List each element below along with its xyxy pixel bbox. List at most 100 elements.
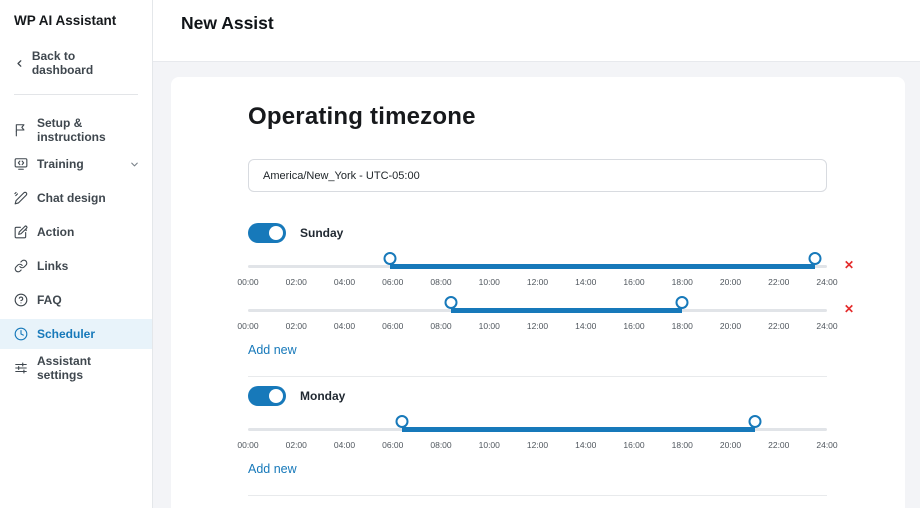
tick-label: 06:00 [382,277,404,287]
day-toggle[interactable] [248,223,286,243]
tick-label: 24:00 [816,321,838,331]
slider-handle-start[interactable] [383,252,397,265]
time-range-slider: ✕ 00:00 02:00 04:00 06:00 08:00 10:00 12:00 14:… [237,414,838,458]
section-heading: Operating timezone [248,103,476,130]
sidebar-item-label: Scheduler [37,327,96,341]
sidebar-item-label: Links [37,259,69,273]
flag-icon [15,124,25,137]
tick-label: 18:00 [671,440,693,450]
tick-label: 24:00 [816,440,838,450]
tick-label: 04:00 [333,277,356,287]
scheduler-card: Operating timezone Sunday ✕ 00:00 02:00 04… [171,77,905,508]
tick-label: 16:00 [623,277,645,287]
content-area: Operating timezone Sunday ✕ 00:00 02:00 04… [153,62,920,508]
tick-label: 14:00 [575,440,597,450]
tick-label: 12:00 [526,440,549,450]
time-range-slider: ✕ 00:00 02:00 04:00 06:00 08:00 10:00 12:00 14:… [237,295,854,339]
slider-track[interactable]: ✕ [248,251,854,272]
monitor-icon [14,158,28,170]
slider-ticks: 00:00 02:00 04:00 06:00 08:00 10:00 12:00 14:00… [237,434,837,454]
toggle-knob [269,226,283,240]
timezone-input[interactable] [248,159,827,192]
tick-label: 06:00 [382,321,404,331]
slider-handle-start[interactable] [395,415,409,428]
sidebar: WP AI Assistant Back to dashboard Setup … [0,0,153,508]
add-new-link[interactable]: Add new [248,343,297,357]
sidebar-nav: Setup & instructions Training Chat desig… [0,115,152,387]
day-header: Monday [248,386,827,406]
tick-label: 02:00 [285,277,307,287]
sidebar-item-label: Assistant settings [37,354,92,382]
tick-label: 10:00 [478,440,500,450]
tick-label: 14:00 [575,277,597,287]
tick-label: 00:00 [237,321,259,331]
sidebar-item-assistant-settings[interactable]: Assistant settings [0,353,152,383]
slider-handle-end[interactable] [808,252,822,265]
slider-ticks: 00:00 02:00 04:00 06:00 08:00 10:00 12:00 14:00… [237,271,837,291]
sidebar-item-training[interactable]: Training [0,149,152,179]
page-title: New Assist [181,13,274,33]
slider-handle-end[interactable] [675,296,689,309]
sliders-icon [15,362,27,374]
link-icon [14,259,28,273]
time-range-slider: ✕ 00:00 02:00 04:00 06:00 08:00 10:00 12:00 14:… [237,251,854,295]
sidebar-divider [14,94,138,95]
sidebar-item-setup[interactable]: Setup & instructions [0,115,152,145]
back-to-dashboard-label: Back to dashboard [31,49,94,77]
sidebar-item-action[interactable]: Action [0,217,152,247]
tick-label: 14:00 [575,321,597,331]
tick-label: 20:00 [719,440,742,450]
back-to-dashboard-link[interactable]: Back to dashboard [0,49,152,77]
sidebar-item-label: Chat design [37,191,106,205]
sidebar-item-scheduler[interactable]: Scheduler [0,319,152,349]
day-label: Monday [300,389,346,403]
sidebar-item-label: Training [37,157,84,171]
slider-track[interactable]: ✕ [248,295,854,316]
tick-label: 12:00 [526,277,549,287]
sidebar-item-label: Setup & instructions [37,116,106,144]
remove-range-button[interactable]: ✕ [843,258,855,272]
top-bar: New Assist [153,0,920,62]
slider-range-fill [450,308,683,313]
tick-label: 04:00 [333,440,356,450]
tick-label: 00:00 [237,440,259,450]
tick-label: 22:00 [768,440,790,450]
tick-label: 16:00 [623,321,645,331]
slider-range-fill [402,427,755,432]
tick-label: 18:00 [671,321,693,331]
app-title: WP AI Assistant [14,13,117,28]
add-new-link[interactable]: Add new [248,462,297,476]
day-toggle[interactable] [248,386,286,406]
tick-label: 18:00 [671,277,693,287]
tick-label: 02:00 [285,440,307,450]
sidebar-item-links[interactable]: Links [0,251,152,281]
tick-label: 22:00 [768,321,790,331]
sidebar-item-label: FAQ [37,293,62,307]
slider-handle-start[interactable] [444,296,458,309]
pen-icon [14,191,28,205]
chevron-left-icon [17,59,22,67]
clock-icon [14,327,28,341]
remove-range-button[interactable]: ✕ [843,302,855,316]
day-label: Sunday [300,226,344,240]
tick-label: 08:00 [430,321,452,331]
slider-track[interactable]: ✕ [248,414,827,434]
tick-label: 08:00 [430,440,452,450]
sidebar-item-faq[interactable]: FAQ [0,285,152,315]
sidebar-item-label: Action [37,225,75,239]
day-section: Monday ✕ 00:00 02:00 04:00 06:00 08:00 10:00 1… [237,377,838,496]
sidebar-item-chat-design[interactable]: Chat design [0,183,152,213]
tick-label: 06:00 [382,440,404,450]
tick-label: 00:00 [237,277,259,287]
day-sliders: ✕ 00:00 02:00 04:00 06:00 08:00 10:00 12:00 14:… [237,251,854,339]
days-container: Sunday ✕ 00:00 02:00 04:00 06:00 08:00 10:00 1… [237,223,854,496]
slider-range-fill [390,264,815,269]
tick-label: 22:00 [768,277,790,287]
slider-handle-end[interactable] [748,415,762,428]
day-section: Sunday ✕ 00:00 02:00 04:00 06:00 08:00 10:00 1… [237,223,854,377]
help-circle-icon [14,293,28,307]
tick-label: 20:00 [719,277,742,287]
tick-label: 24:00 [816,277,838,287]
tick-label: 02:00 [285,321,307,331]
